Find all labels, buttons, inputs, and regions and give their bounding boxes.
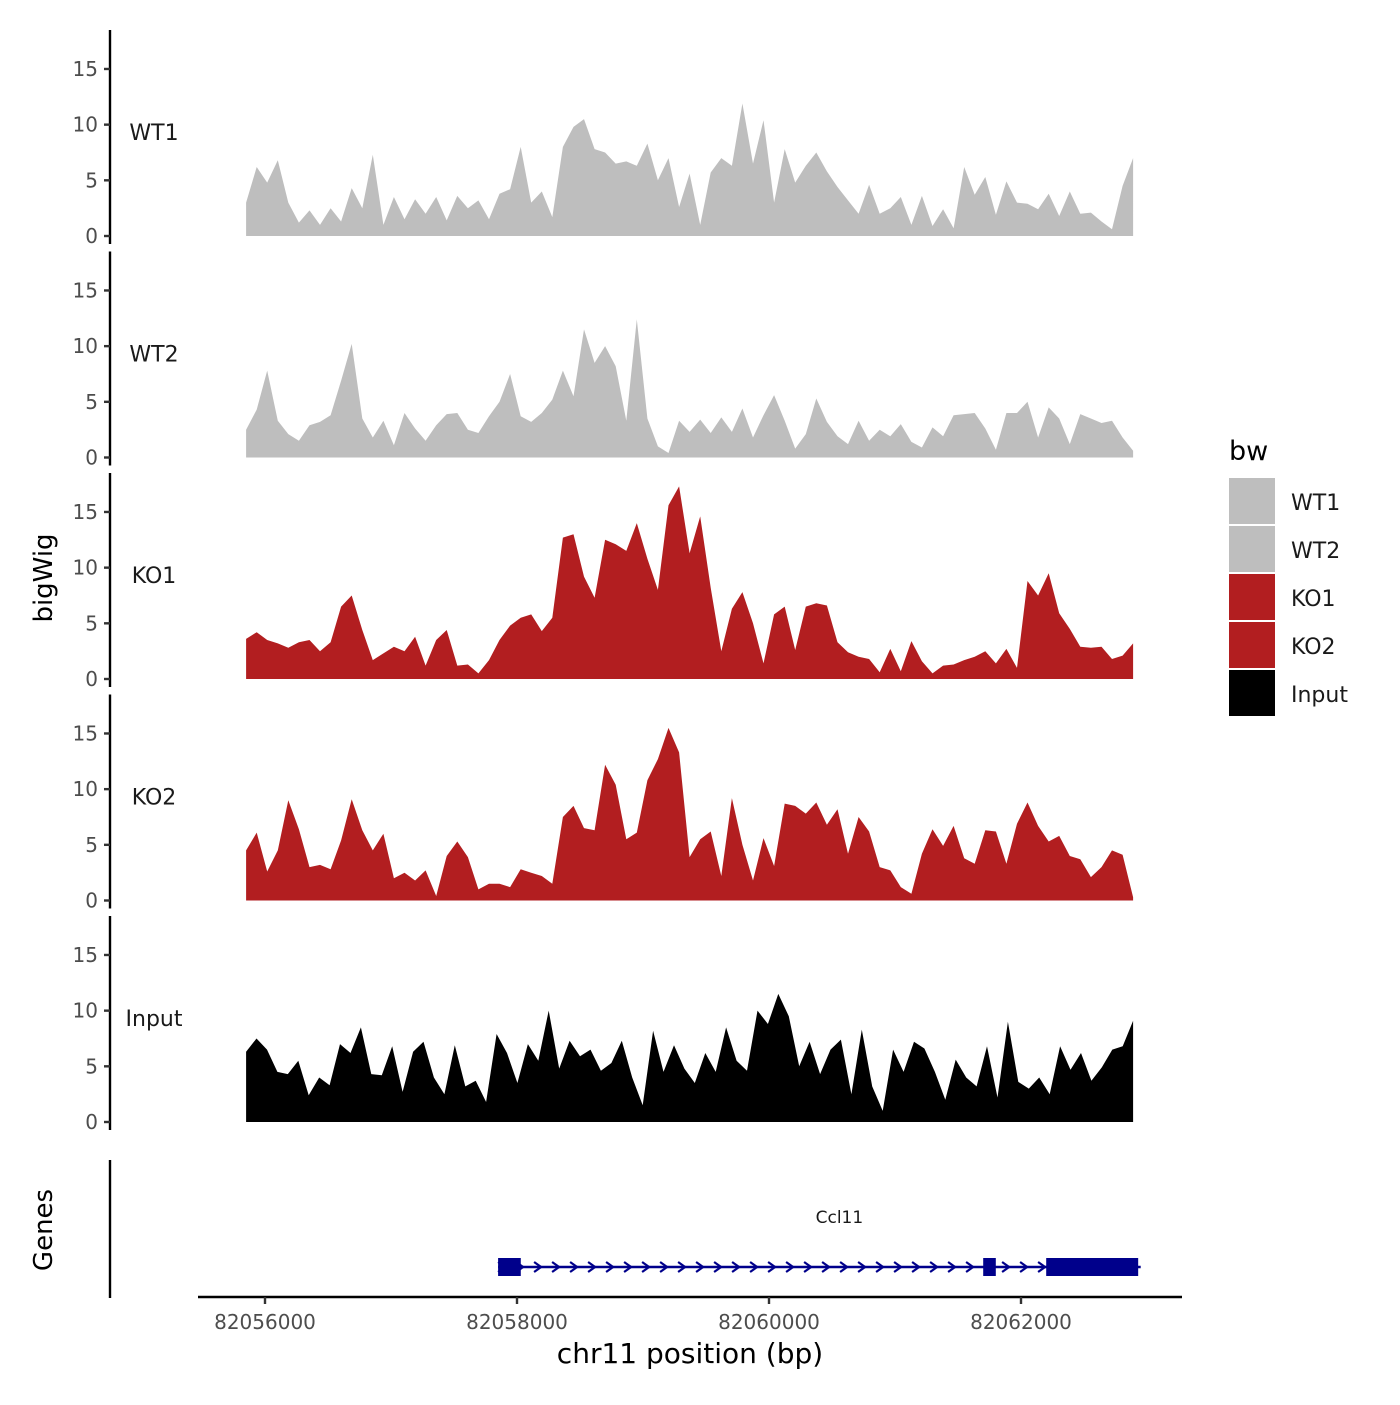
track-Input: 0 5 10 15 Input	[73, 916, 1134, 1134]
gene-track: Ccl11	[108, 1160, 1141, 1298]
track-KO2: 0 5 10 15 KO2	[73, 694, 1134, 913]
strand-chevron	[911, 1261, 921, 1273]
legend-label-WT1: WT1	[1291, 491, 1340, 516]
exon	[498, 1258, 521, 1276]
strand-chevron	[875, 1261, 885, 1273]
x-tick-label: 82056000	[214, 1310, 316, 1334]
track-label: WT1	[129, 121, 178, 146]
y-axis-title: bigWig	[29, 533, 59, 622]
exon	[983, 1258, 996, 1276]
strand-chevron	[569, 1261, 579, 1273]
strand-chevron	[659, 1261, 669, 1273]
gene-name: Ccl11	[816, 1208, 864, 1228]
strand-chevron	[749, 1261, 759, 1273]
coverage-area-KO2	[246, 727, 1134, 901]
y-tick-label: 0	[85, 667, 98, 691]
legend-title: bw	[1229, 436, 1268, 467]
legend-key-KO2	[1229, 622, 1275, 668]
gene-track-title: Genes	[29, 1189, 59, 1271]
x-axis-title: chr11 position (bp)	[557, 1337, 823, 1370]
strand-chevron	[1001, 1261, 1011, 1273]
y-tick-label: 0	[85, 1110, 98, 1134]
legend-label-Input: Input	[1291, 683, 1348, 708]
strand-chevron	[587, 1261, 597, 1273]
y-tick-label: 5	[85, 168, 98, 192]
x-tick-label: 82062000	[970, 1310, 1072, 1334]
legend-label-KO1: KO1	[1291, 587, 1336, 612]
y-tick-label: 0	[85, 224, 98, 248]
strand-chevron	[947, 1261, 957, 1273]
strand-chevron	[821, 1261, 831, 1273]
strand-chevron	[767, 1261, 777, 1273]
strand-chevron	[641, 1261, 651, 1273]
track-label: KO1	[132, 564, 177, 589]
x-axis: 82056000 82058000 82060000 82062000	[198, 1295, 1182, 1334]
legend-key-KO1	[1229, 574, 1275, 620]
exon	[1046, 1258, 1139, 1276]
strand-chevron	[785, 1261, 795, 1273]
x-tick-label: 82060000	[718, 1310, 820, 1334]
y-tick-label: 10	[73, 556, 98, 580]
strand-chevron	[533, 1261, 543, 1273]
strand-chevron	[965, 1261, 975, 1273]
strand-chevron	[929, 1261, 939, 1273]
strand-chevron	[893, 1261, 903, 1273]
y-tick-label: 10	[73, 999, 98, 1023]
strand-chevron	[839, 1261, 849, 1273]
legend-key-Input	[1229, 670, 1275, 716]
legend: bw WT1 WT2 KO1 KO2 Input	[1229, 436, 1348, 716]
strand-chevron	[803, 1261, 813, 1273]
legend-key-WT2	[1229, 526, 1275, 572]
coverage-area-WT2	[246, 319, 1134, 458]
y-tick-label: 0	[85, 446, 98, 470]
coverage-area-WT1	[246, 103, 1134, 236]
y-tick-label: 15	[73, 721, 98, 745]
y-tick-label: 5	[85, 611, 98, 635]
strand-chevron	[605, 1261, 615, 1273]
track-label: KO2	[132, 786, 177, 811]
y-tick-label: 5	[85, 1054, 98, 1078]
strand-chevron	[731, 1261, 741, 1273]
y-tick-label: 5	[85, 390, 98, 414]
x-tick-label: 82058000	[466, 1310, 568, 1334]
strand-chevron	[677, 1261, 687, 1273]
y-tick-label: 15	[73, 278, 98, 302]
coverage-tracks: 0 5 10 15 WT1 0 5 10 15 WT2 0 5 10 15 KO1 0 5 10 15 KO2 0 5 10…	[73, 30, 1134, 1134]
track-WT2: 0 5 10 15 WT2	[73, 251, 1134, 470]
strand-chevron	[857, 1261, 867, 1273]
strand-chevron	[713, 1261, 723, 1273]
y-tick-label: 15	[73, 943, 98, 967]
y-tick-label: 10	[73, 777, 98, 801]
legend-label-WT2: WT2	[1291, 539, 1340, 564]
strand-chevron	[623, 1261, 633, 1273]
strand-chevron	[1019, 1261, 1029, 1273]
track-label: Input	[126, 1007, 183, 1032]
y-tick-label: 5	[85, 833, 98, 857]
legend-label-KO2: KO2	[1291, 635, 1336, 660]
coverage-area-Input	[246, 993, 1134, 1122]
y-tick-label: 0	[85, 889, 98, 913]
y-tick-label: 10	[73, 113, 98, 137]
y-tick-label: 10	[73, 334, 98, 358]
track-KO1: 0 5 10 15 KO1	[73, 473, 1134, 691]
coverage-area-KO1	[246, 486, 1134, 679]
strand-chevron	[1037, 1261, 1047, 1273]
track-WT1: 0 5 10 15 WT1	[73, 30, 1134, 248]
strand-chevron	[695, 1261, 705, 1273]
track-label: WT2	[129, 343, 178, 368]
y-tick-label: 15	[73, 57, 98, 81]
strand-chevron	[551, 1261, 561, 1273]
y-tick-label: 15	[73, 500, 98, 524]
legend-key-WT1	[1229, 478, 1275, 524]
